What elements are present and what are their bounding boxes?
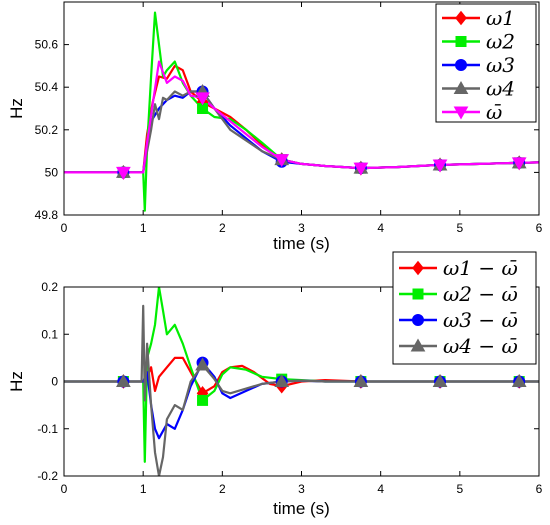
legend-swatch-marker: [412, 288, 424, 300]
series-marker-5: [353, 162, 369, 176]
series-line-1: [64, 356, 539, 395]
legend-swatch-marker: [453, 80, 469, 94]
x-tick-label: 4: [377, 221, 384, 235]
x-tick-label: 6: [536, 221, 543, 235]
y-tick-label: 0.2: [41, 280, 58, 294]
y-tick-label: 0: [51, 375, 58, 389]
series-line-5: [64, 60, 539, 174]
series-marker-5: [274, 154, 290, 168]
legend-swatch-marker: [455, 36, 467, 47]
series-marker-2: [197, 394, 209, 406]
series-marker-5: [432, 159, 448, 173]
series-marker-5: [116, 166, 131, 180]
x-tick-label: 0: [61, 221, 68, 235]
y-tick-label: 0.1: [41, 327, 58, 341]
legend-entry-4: ω4 − ω̄: [443, 334, 518, 358]
legend-box: [435, 3, 537, 123]
x-tick-label: 0: [61, 482, 68, 496]
legend-entry-5: ω̄: [486, 100, 502, 124]
y-tick-label: 49.8: [35, 208, 59, 222]
axes-frame: [63, 286, 540, 477]
x-tick-label: 3: [298, 482, 305, 496]
y-tick-label: 50.4: [35, 80, 59, 94]
series-marker-4: [353, 373, 369, 387]
legend-entry-4: ω4: [486, 77, 515, 101]
series-lines: [64, 287, 539, 476]
series-marker-4: [511, 373, 527, 387]
legend-entry-2: ω2: [486, 30, 515, 54]
x-tick-label: 5: [456, 482, 463, 496]
y-tick-label: 50.6: [35, 38, 59, 52]
legend-swatch-marker: [412, 260, 424, 276]
x-tick-label: 1: [140, 221, 147, 235]
y-tick-label: 50: [45, 165, 59, 179]
series-marker-4: [432, 373, 448, 387]
y-tick-label: -0.1: [37, 422, 58, 436]
y-axis-label: Hz: [7, 371, 26, 392]
legend: ω1 − ω̄ω2 − ω̄ω3 − ω̄ω4 − ω̄: [392, 251, 537, 365]
y-tick-label: -0.2: [37, 469, 58, 483]
legend-entry-3: ω3: [486, 53, 515, 77]
legend-swatch-marker: [412, 314, 424, 326]
legend-swatch-marker: [453, 106, 469, 120]
axes-frame: [63, 1, 540, 216]
series-marker-4: [195, 357, 210, 371]
series-marker-5: [195, 92, 210, 106]
legend-entry-3: ω3 − ω̄: [443, 308, 518, 332]
x-axis-label: time (s): [273, 234, 330, 253]
x-tick-label: 2: [219, 482, 226, 496]
x-tick-label: 4: [377, 482, 384, 496]
series-marker-4: [274, 373, 290, 387]
legend-swatch-marker: [455, 10, 467, 26]
y-axis-label: Hz: [7, 98, 26, 119]
series-line-4: [64, 304, 539, 476]
series-marker-4: [116, 373, 131, 387]
legend-entry-1: ω1 − ω̄: [443, 256, 518, 280]
legend-entry-1: ω1: [486, 6, 515, 30]
x-tick-label: 3: [298, 221, 305, 235]
x-tick-label: 1: [140, 482, 147, 496]
legend-swatch-marker: [455, 59, 467, 71]
x-tick-label: 6: [536, 482, 543, 496]
series-marker-5: [511, 157, 527, 171]
series-lines: [64, 11, 539, 212]
x-tick-label: 2: [219, 221, 226, 235]
x-axis-label: time (s): [273, 499, 330, 518]
y-tick-label: 50.2: [35, 123, 59, 137]
legend-swatch-marker: [410, 338, 426, 352]
x-tick-label: 5: [456, 221, 463, 235]
legend-entry-2: ω2 − ω̄: [443, 282, 518, 306]
